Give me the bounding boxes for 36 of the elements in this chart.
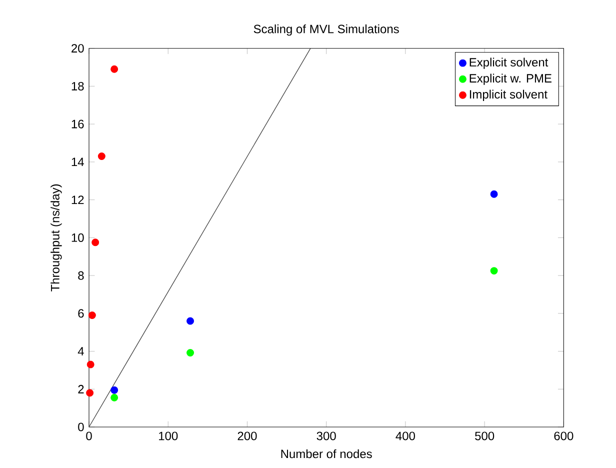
x-tick-label: 200 — [238, 432, 257, 440]
point — [92, 238, 100, 246]
y-tick-label: 6 — [78, 309, 84, 318]
point — [88, 312, 96, 320]
y-tick-label: 10 — [72, 233, 84, 242]
y-tick-label: 8 — [78, 271, 84, 280]
point — [186, 317, 194, 325]
y-tick-label: 4 — [78, 347, 84, 356]
point — [86, 360, 94, 368]
legend-label: Explicit w. PME — [470, 74, 552, 85]
point — [186, 349, 194, 357]
legend-label: Explicit solvent — [470, 58, 548, 69]
x-tick-label: 400 — [396, 432, 415, 440]
y-tick-label: 18 — [72, 82, 84, 90]
y-tick-label: 12 — [72, 196, 84, 204]
x-tick-label: 500 — [475, 432, 494, 440]
x-tick-label: 100 — [159, 432, 178, 440]
point — [110, 65, 118, 73]
x-axis-title: Number of nodes — [281, 449, 372, 458]
chart-title: Scaling of MVL Simulations — [254, 24, 399, 36]
point — [110, 394, 118, 402]
y-tick-label: 14 — [72, 158, 84, 166]
point — [98, 152, 106, 160]
legend-label: Implicit solvent — [470, 90, 548, 101]
y-tick-label: 2 — [78, 384, 84, 394]
point — [490, 267, 498, 275]
x-tick-label: 0 — [86, 432, 92, 440]
y-axis-title: Throughput (ns/day) — [50, 184, 62, 292]
point — [490, 190, 498, 198]
x-tick-label: 600 — [554, 432, 574, 440]
point — [110, 386, 118, 394]
y-tick-label: 0 — [78, 422, 84, 432]
x-tick-label: 300 — [316, 432, 336, 440]
point — [86, 389, 94, 397]
y-tick-label: 20 — [72, 44, 84, 53]
y-tick-label: 16 — [72, 120, 84, 128]
